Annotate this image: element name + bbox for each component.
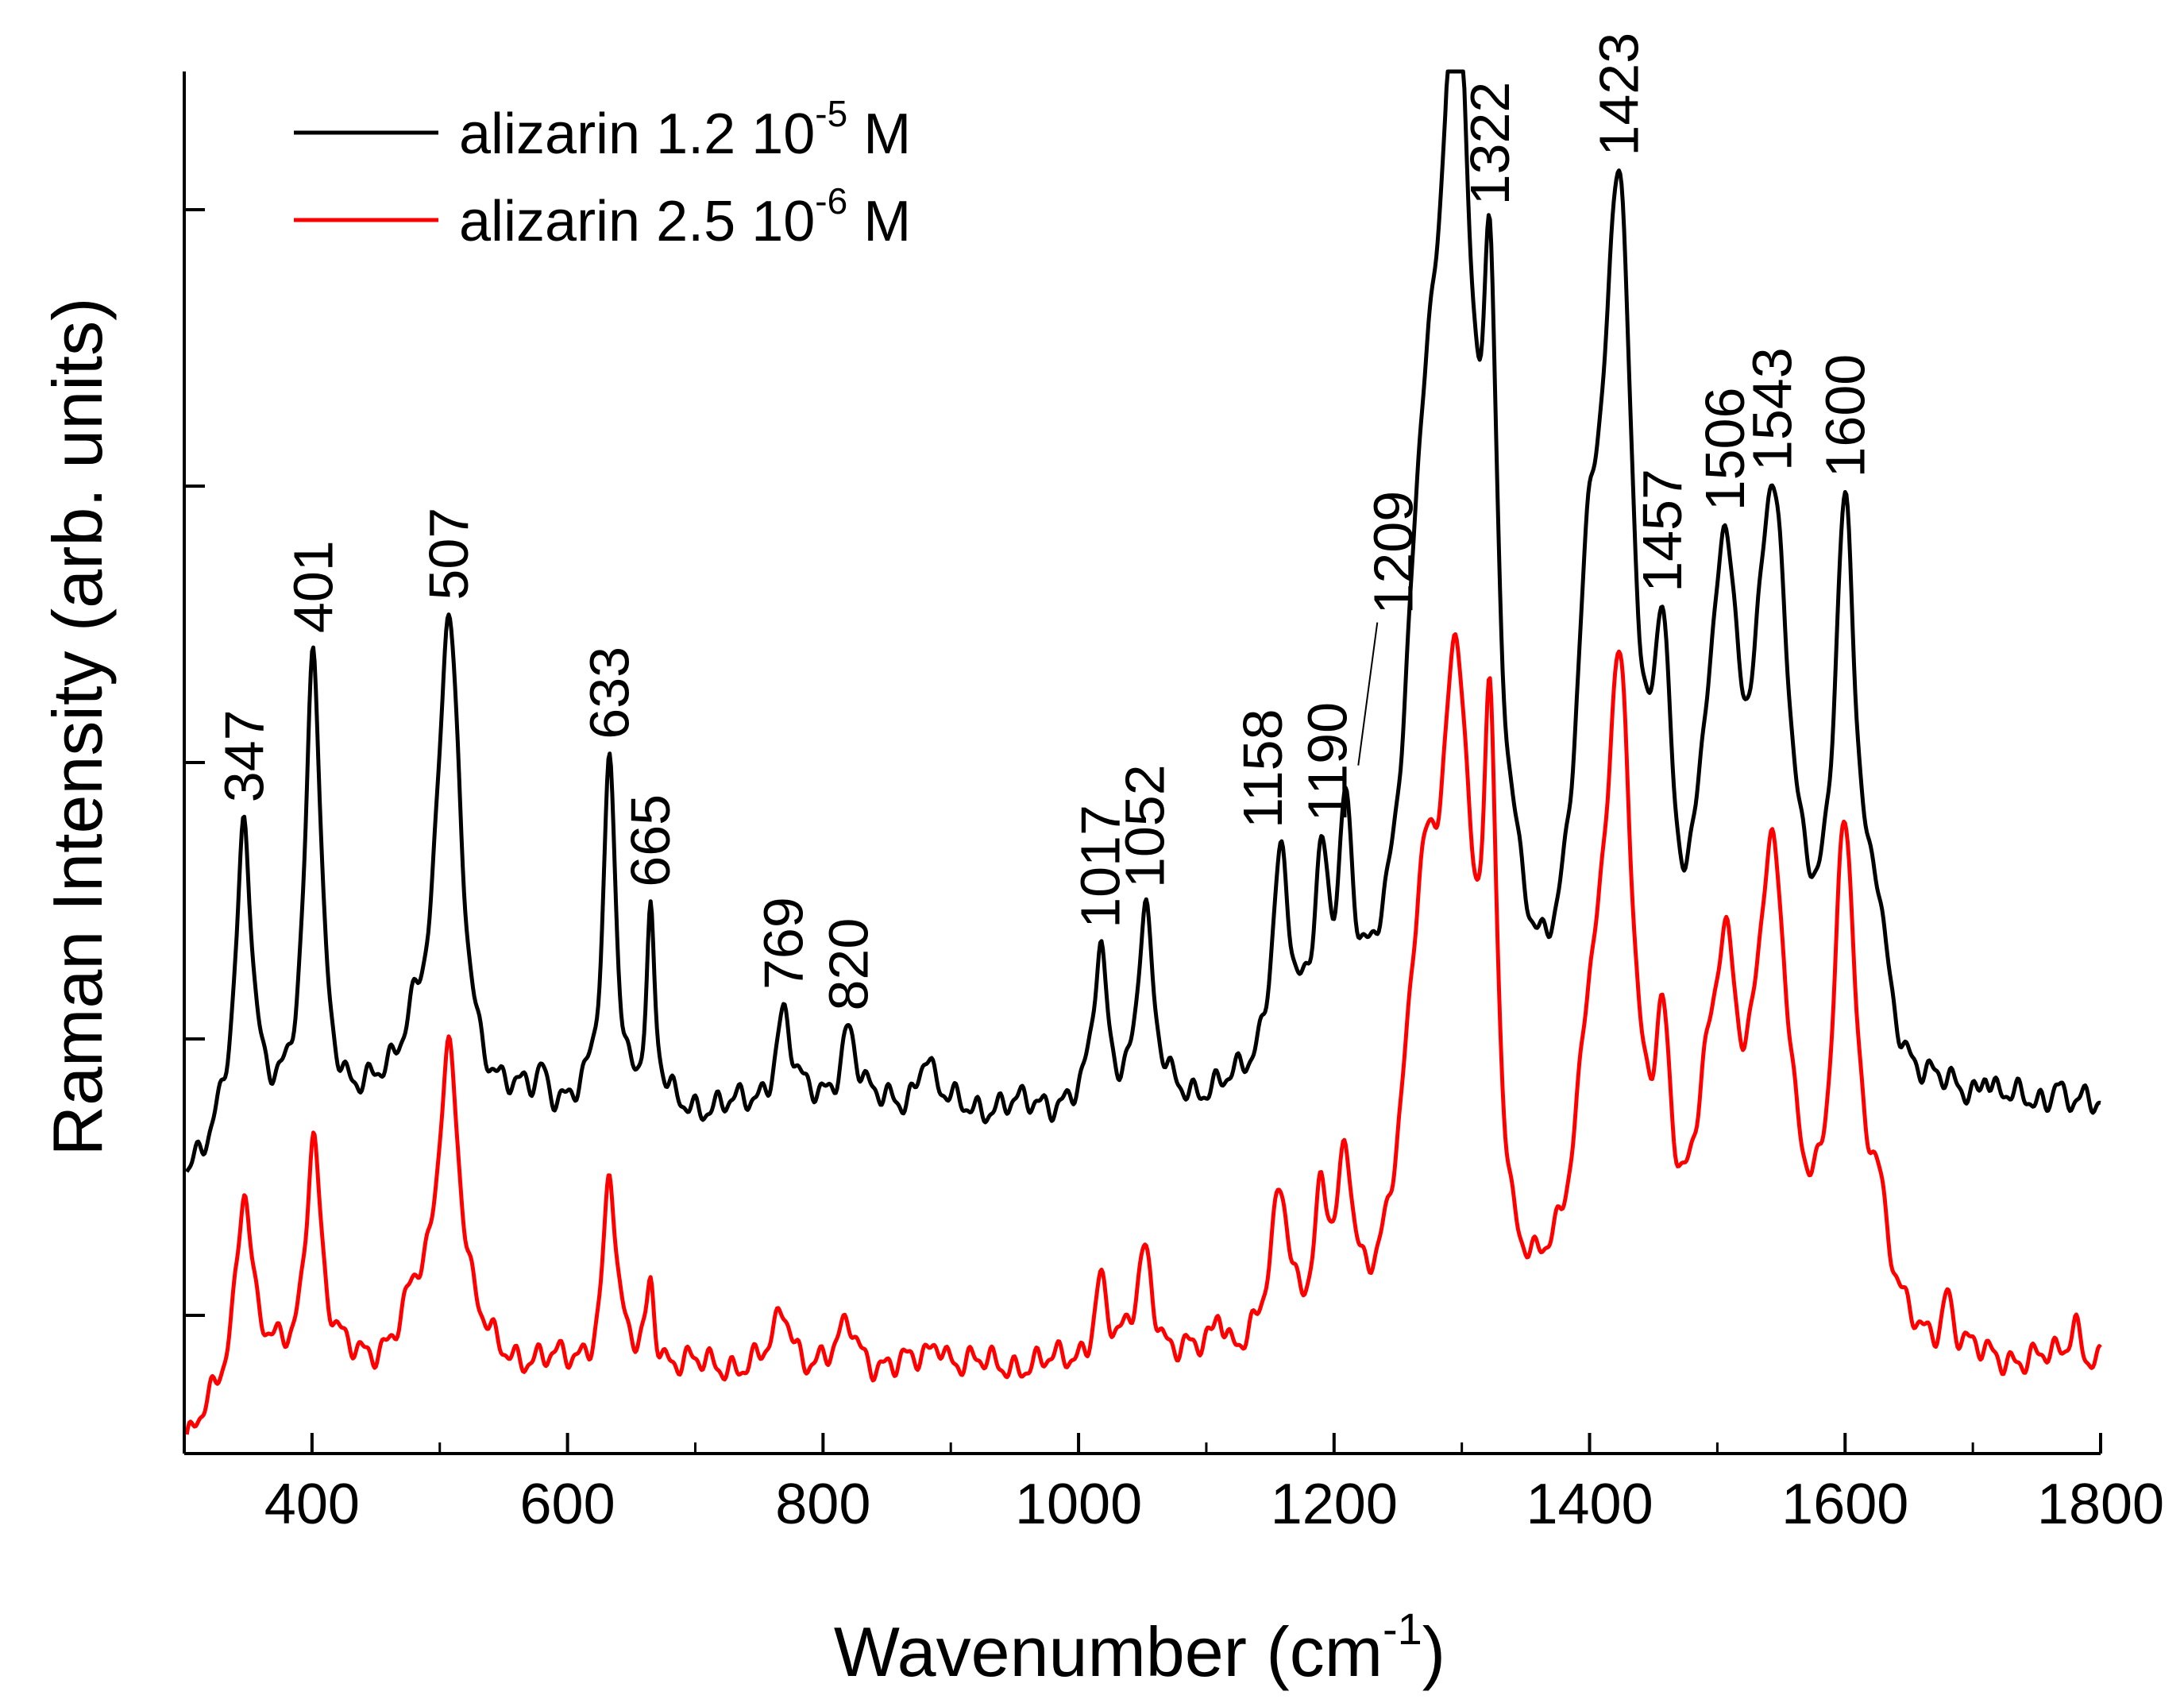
x-tick-label-1600: 1600 [1781,1473,1908,1536]
peak-label-347: 347 [214,709,276,802]
peak-label-401: 401 [283,540,345,633]
y-axis-title: Raman Intensity (arb. units) [38,298,117,1156]
peak-label-1457: 1457 [1631,469,1693,593]
peak-label-1158: 1158 [1232,709,1294,828]
x-tick-label-1800: 1800 [2037,1473,2164,1536]
peak-label-1052: 1052 [1114,764,1176,888]
legend: alizarin 1.2 10-5 M alizarin 2.5 10-6 M [294,93,911,253]
legend-label-series-1: alizarin 1.2 10-5 M [459,93,911,166]
peak-label-769: 769 [753,897,815,990]
x-tick-label-1000: 1000 [1015,1473,1142,1536]
axes: 400 600 800 1000 1200 1400 1600 1800 [183,71,2164,1536]
x-tick-label-800: 800 [775,1473,870,1536]
series-line-1 [185,69,2101,1173]
peak-label-1190: 1190 [1297,702,1359,822]
x-tick-label-1200: 1200 [1271,1473,1398,1536]
peak-label-1322: 1322 [1459,82,1521,206]
peak-label-665: 665 [619,794,681,887]
series-layer [184,69,2102,1435]
peak-label-1506: 1506 [1694,388,1756,512]
peak-label-633: 633 [579,647,641,739]
peak-label-820: 820 [818,918,880,1011]
peak-leader-line-1209 [1357,622,1379,766]
x-tick-label-600: 600 [520,1473,615,1536]
peak-label-507: 507 [418,508,480,600]
x-tick-label-1400: 1400 [1526,1473,1653,1536]
peak-label-1423: 1423 [1588,33,1650,156]
peak-label-1600: 1600 [1814,354,1876,478]
x-tick-label-400: 400 [264,1473,360,1536]
x-axis-title: Wavenumber (cm-1) [834,1604,1445,1691]
peak-label-1543: 1543 [1742,347,1804,471]
peak-label-1209: 1209 [1362,491,1424,615]
peak-label-1017: 1017 [1069,805,1131,929]
legend-label-series-2: alizarin 2.5 10-6 M [459,180,911,253]
series-line-2 [184,632,2102,1435]
